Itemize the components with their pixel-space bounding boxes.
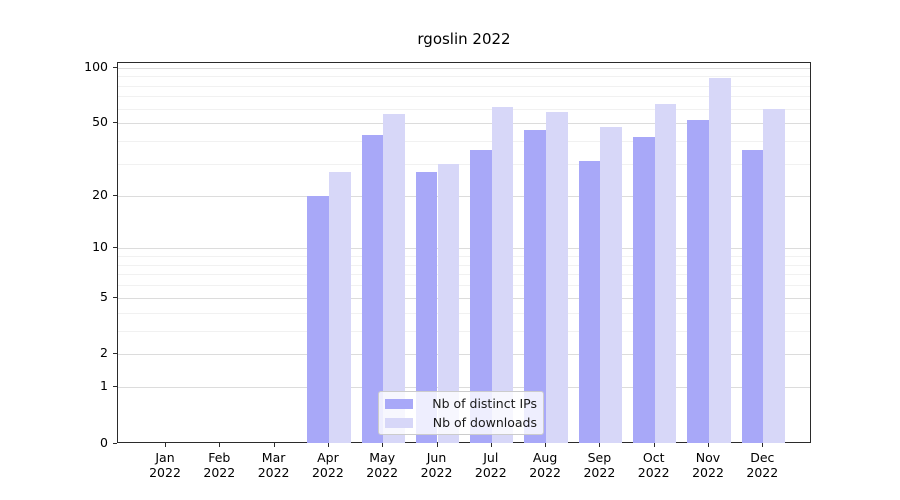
x-tick-mark <box>165 443 166 447</box>
y-tick-mark <box>113 247 117 249</box>
bar-distinct-ips <box>307 195 329 443</box>
legend-item-downloads: Nb of downloads <box>385 415 537 431</box>
bar-distinct-ips <box>361 135 384 443</box>
y-gridline <box>118 76 810 78</box>
bar-downloads <box>654 103 677 443</box>
y-gridline <box>118 248 810 250</box>
y-gridline <box>118 108 810 110</box>
chart-title: rgoslin 2022 <box>417 30 511 48</box>
bar-distinct-ips <box>687 120 709 443</box>
y-gridline <box>118 123 810 125</box>
y-gridline <box>118 387 810 389</box>
y-tick-label: 10 <box>92 239 108 255</box>
y-tick-label: 1 <box>100 378 108 394</box>
x-tick-mark <box>327 443 329 447</box>
bar-downloads <box>328 172 351 443</box>
legend-label-distinct-ips: Nb of distinct IPs <box>432 396 537 411</box>
bar-distinct-ips <box>578 161 601 443</box>
y-gridline <box>118 354 810 356</box>
x-tick-mark <box>653 443 655 447</box>
bar-downloads <box>763 108 785 443</box>
y-gridline <box>118 195 810 197</box>
y-tick-label: 50 <box>92 114 108 130</box>
bar-downloads <box>491 107 514 443</box>
legend-swatch-downloads <box>385 417 413 428</box>
y-tick-mark <box>113 296 117 298</box>
y-gridline <box>118 96 810 98</box>
y-tick-label: 2 <box>100 345 108 361</box>
x-tick-label: Jan 2022 <box>149 450 181 480</box>
x-tick-label: Nov 2022 <box>692 450 724 480</box>
x-tick-mark <box>436 443 438 447</box>
x-tick-label: May 2022 <box>366 450 399 480</box>
bar-distinct-ips <box>633 137 655 443</box>
legend-swatch-distinct-ips <box>385 398 413 409</box>
y-tick-mark <box>113 66 117 68</box>
x-tick-label: Oct 2022 <box>637 450 670 480</box>
bar-distinct-ips <box>741 149 764 443</box>
y-tick-label: 0 <box>100 435 108 450</box>
bar-downloads <box>437 164 460 443</box>
y-gridline <box>118 67 810 69</box>
legend-label-downloads: Nb of downloads <box>432 415 537 430</box>
y-gridline <box>118 297 810 299</box>
y-gridline <box>118 141 810 143</box>
x-tick-mark <box>382 443 384 447</box>
y-gridline <box>118 164 810 165</box>
y-gridline <box>118 264 810 266</box>
bar-downloads <box>546 111 568 443</box>
y-tick-mark <box>113 443 117 444</box>
x-tick-label: Jul 2022 <box>474 450 507 480</box>
y-gridline <box>118 274 810 276</box>
plot-area: Nb of distinct IPs Nb of downloads <box>117 62 811 443</box>
y-tick-label: 20 <box>92 186 108 202</box>
x-tick-mark <box>762 443 764 447</box>
x-tick-label: Sep 2022 <box>583 450 616 480</box>
x-tick-mark <box>490 443 492 447</box>
bar-distinct-ips <box>524 130 547 443</box>
bar-downloads <box>383 114 405 443</box>
x-tick-mark <box>273 443 275 447</box>
x-tick-label: Aug 2022 <box>529 450 561 480</box>
y-tick-mark <box>113 386 117 388</box>
y-gridline <box>118 330 810 332</box>
y-tick-mark <box>113 122 117 124</box>
y-tick-label: 100 <box>84 58 108 74</box>
x-tick-mark <box>708 443 709 447</box>
bar-distinct-ips <box>415 172 438 443</box>
y-tick-mark <box>113 353 117 355</box>
x-tick-label: Dec 2022 <box>746 450 779 480</box>
bar-downloads <box>709 78 731 443</box>
y-gridline <box>118 85 810 87</box>
y-gridline <box>118 312 810 314</box>
x-tick-mark <box>545 443 547 447</box>
bar-downloads <box>600 126 623 443</box>
y-tick-mark <box>113 194 117 196</box>
legend-item-distinct-ips: Nb of distinct IPs <box>385 396 537 412</box>
legend: Nb of distinct IPs Nb of downloads <box>378 391 544 435</box>
y-gridline <box>118 256 810 258</box>
x-tick-mark <box>219 443 221 447</box>
x-tick-label: Apr 2022 <box>311 450 344 480</box>
y-gridline <box>118 285 810 287</box>
x-tick-label: Feb 2022 <box>203 450 236 480</box>
x-tick-label: Mar 2022 <box>257 450 290 480</box>
bar-distinct-ips <box>470 149 492 443</box>
y-tick-label: 5 <box>100 288 108 304</box>
x-tick-mark <box>599 443 601 447</box>
x-tick-label: Jun 2022 <box>420 450 453 480</box>
